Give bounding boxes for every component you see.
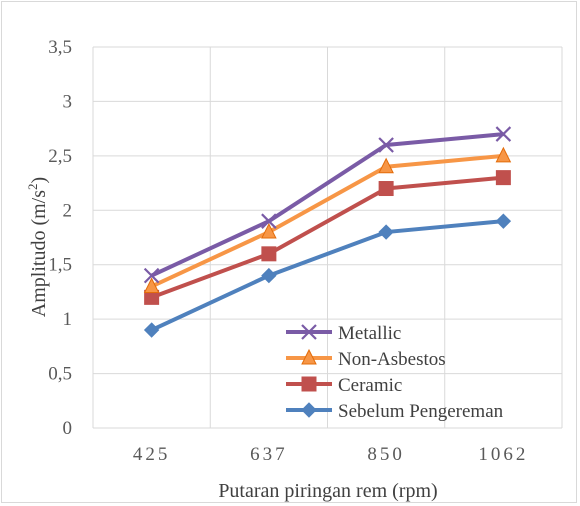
legend-swatch-marker xyxy=(301,376,317,392)
data-point-marker xyxy=(378,157,394,174)
legend-label: Non-Asbestos xyxy=(338,349,446,370)
data-point-marker xyxy=(495,170,511,186)
x-tick-label: 850 xyxy=(367,444,405,465)
data-point-marker xyxy=(378,224,394,240)
series-line xyxy=(150,219,504,332)
legend-label: Ceramic xyxy=(338,375,402,396)
x-axis-title: Putaran piringan rem (rpm) xyxy=(218,480,437,502)
legend-swatch-marker xyxy=(301,324,317,340)
y-axis-title-tail: ) xyxy=(28,177,50,184)
legend-label: Metallic xyxy=(338,323,401,344)
y-tick-label: 3 xyxy=(63,91,73,112)
data-point-marker xyxy=(143,267,160,284)
series-line xyxy=(150,132,504,278)
legend: Metallic Non-Asbestos Ceramic Sebelum Penge… xyxy=(286,323,504,422)
y-axis-title: Amplitudo (m/s2) xyxy=(25,177,50,317)
series-line xyxy=(150,153,504,289)
y-tick-labels: 0 0,5 1 1,5 2 2,5 3 3,5 xyxy=(48,37,72,439)
series-line xyxy=(150,175,504,300)
y-tick-label: 0 xyxy=(63,418,73,439)
y-tick-label: 2 xyxy=(63,200,73,221)
data-point-marker xyxy=(261,213,277,229)
data-point-marker xyxy=(143,322,160,338)
x-tick-label: 637 xyxy=(250,444,288,465)
y-tick-label: 1 xyxy=(63,309,73,330)
y-tick-label: 3,5 xyxy=(48,37,72,58)
data-point-marker xyxy=(143,277,160,293)
x-tick-label: 425 xyxy=(133,444,171,465)
gridlines xyxy=(92,46,563,429)
x-tick-label: 1062 xyxy=(478,444,528,465)
data-point-marker xyxy=(495,146,512,163)
data-point-marker xyxy=(261,267,277,284)
series-lines xyxy=(143,126,512,338)
data-point-marker xyxy=(378,137,394,153)
y-axis-title-superscript: 2 xyxy=(25,183,40,190)
legend-swatch-marker xyxy=(301,348,317,365)
y-tick-label: 0,5 xyxy=(48,364,72,385)
data-point-marker xyxy=(378,181,394,197)
legend-label: Sebelum Pengereman xyxy=(338,401,504,422)
data-point-marker xyxy=(495,126,512,142)
y-tick-label: 1,5 xyxy=(48,255,72,276)
data-point-marker xyxy=(495,213,512,229)
x-tick-labels: 425 637 850 1062 xyxy=(133,444,528,465)
data-point-marker xyxy=(261,246,277,262)
y-axis-title-main: Amplitudo (m/s xyxy=(28,190,50,317)
data-point-marker xyxy=(261,222,277,239)
y-tick-label: 2,5 xyxy=(48,146,72,167)
legend-swatch-marker xyxy=(301,402,317,418)
